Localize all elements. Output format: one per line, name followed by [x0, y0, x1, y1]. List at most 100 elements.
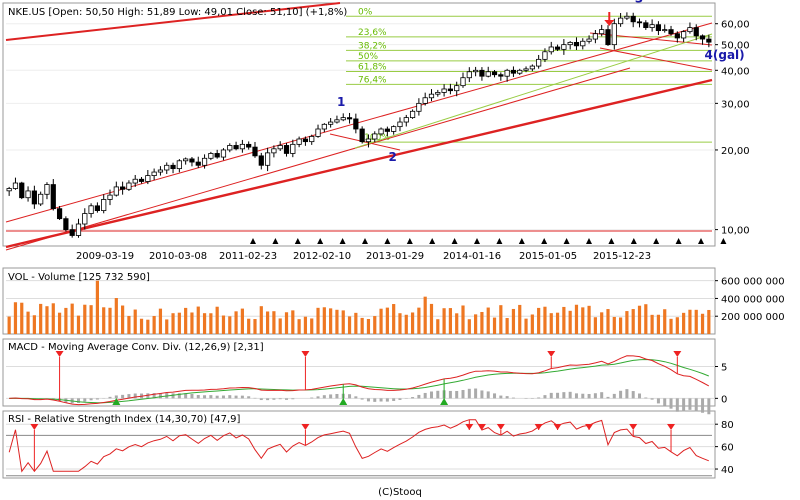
macd-histogram-bar — [379, 398, 383, 402]
macd-histogram-bar — [291, 398, 295, 400]
candle-body — [233, 145, 239, 150]
volume-bar — [215, 306, 219, 334]
candle-body — [101, 199, 107, 211]
volume-bar — [83, 304, 87, 334]
macd-histogram-bar — [619, 390, 623, 399]
volume-bar — [675, 317, 679, 334]
candle-body — [252, 146, 258, 157]
volume-bar — [682, 312, 686, 334]
candle-body — [258, 155, 264, 166]
macd-histogram-bar — [360, 398, 364, 400]
macd-axis-label: 0 — [721, 394, 727, 405]
volume-bar — [373, 316, 377, 334]
candle-body — [365, 138, 372, 143]
candle-body — [296, 138, 302, 145]
candle-body — [183, 158, 189, 162]
macd-histogram-bar — [423, 392, 427, 399]
rsi-panel-title: RSI - Relative Strength Index (14,30,70)… — [8, 414, 241, 425]
volume-bar — [555, 312, 560, 334]
volume-bar — [392, 304, 396, 334]
candle-body — [25, 190, 31, 199]
macd-histogram-bar — [455, 390, 459, 399]
macd-line — [9, 355, 710, 406]
macd-histogram-bar — [688, 398, 692, 410]
volume-bar — [202, 313, 207, 334]
volume-bar — [32, 315, 36, 334]
macd-histogram-bar — [310, 397, 314, 399]
candle-body — [548, 46, 554, 53]
macd-histogram-bar — [663, 398, 667, 406]
volume-axis-label: 600 000 000 — [721, 277, 785, 288]
volume-bar — [625, 311, 629, 334]
volume-bar — [423, 296, 427, 334]
volume-bar — [89, 305, 93, 334]
volume-bar — [121, 305, 125, 334]
macd-histogram-bar — [701, 398, 705, 413]
volume-bar — [247, 318, 251, 334]
volume-bar — [600, 312, 604, 334]
volume-bar — [234, 311, 238, 334]
volume-bar — [13, 302, 18, 334]
macd-histogram-bar — [316, 396, 320, 399]
volume-bar — [39, 303, 43, 334]
price-signal-triangle — [250, 238, 256, 244]
volume-bar — [20, 302, 24, 334]
price-signal-triangle — [653, 238, 660, 244]
candle-body — [428, 93, 435, 99]
macd-histogram-bar — [335, 393, 339, 399]
candle-body — [340, 117, 346, 121]
candle-body — [321, 123, 327, 130]
volume-bar — [347, 316, 352, 334]
volume-bar — [26, 311, 30, 334]
candle-body — [699, 35, 706, 40]
macd-histogram-bar — [600, 392, 604, 399]
date-axis-label: 2012-02-10 — [293, 251, 351, 262]
macd-histogram-bar — [133, 393, 137, 399]
macd-histogram-bar — [177, 393, 181, 399]
volume-bar — [404, 314, 408, 334]
candle-body — [435, 92, 441, 95]
price-signal-triangle — [630, 238, 637, 244]
macd-histogram-bar — [76, 398, 80, 403]
rsi-layer: 80 60 40 — [6, 419, 734, 477]
volume-bar — [587, 305, 591, 334]
price-signal-triangle — [451, 238, 458, 244]
macd-histogram-bar — [89, 398, 93, 401]
candle-body — [681, 31, 687, 39]
candle-body — [302, 138, 309, 143]
candle-body — [473, 69, 479, 73]
macd-histogram-bar — [429, 391, 433, 399]
rsi-signal-marker — [496, 424, 505, 430]
candle-body — [592, 33, 598, 40]
candle-body — [176, 160, 182, 170]
candle-body — [693, 27, 699, 37]
fan-line — [354, 33, 713, 149]
volume-bar — [184, 307, 188, 334]
candle-body — [504, 69, 510, 77]
volume-bar — [253, 319, 257, 334]
wave-label: 2 — [388, 150, 396, 164]
macd-histogram-bar — [638, 393, 642, 399]
volume-bar — [57, 312, 62, 334]
volume-bar — [146, 319, 150, 334]
macd-histogram-bar — [203, 395, 207, 399]
volume-bar — [530, 314, 534, 334]
macd-histogram-bar — [259, 398, 263, 401]
macd-histogram-bar — [209, 395, 213, 399]
candle-body — [138, 178, 145, 182]
macd-histogram-bar — [682, 398, 686, 412]
candle-body — [359, 128, 365, 143]
volume-bar — [448, 308, 453, 334]
volume-axis-label: 400 000 000 — [721, 294, 785, 305]
macd-histogram-bar — [373, 398, 377, 402]
macd-histogram-bar — [505, 396, 509, 399]
candle-body — [94, 205, 101, 211]
candle-body — [227, 145, 233, 151]
candle-body — [69, 229, 75, 236]
volume-bar — [637, 305, 642, 334]
fibonacci-level-label: 50% — [358, 52, 378, 62]
candle-body — [630, 15, 636, 23]
candle-body — [120, 186, 126, 190]
volume-bar — [335, 309, 339, 334]
macd-histogram-bar — [650, 398, 654, 400]
